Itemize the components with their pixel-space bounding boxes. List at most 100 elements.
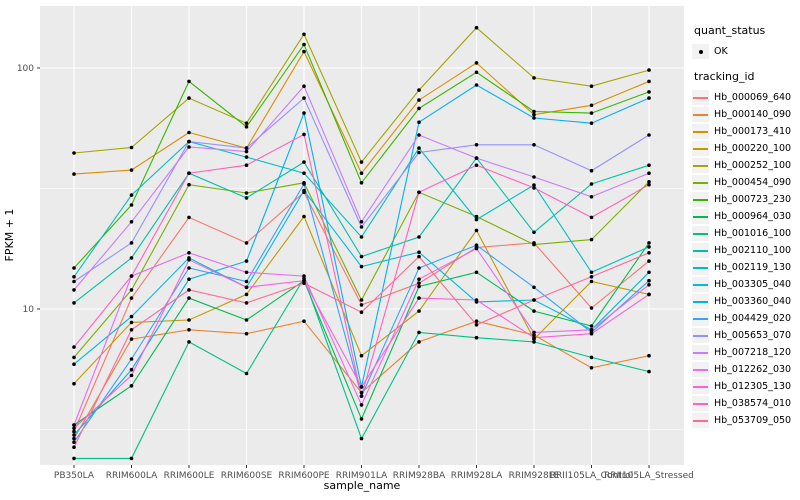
x-tick-label: RRII105LA_Stressed [604, 471, 694, 481]
point [187, 258, 191, 262]
point [359, 303, 364, 307]
point [187, 251, 191, 255]
legend-line-swatch [692, 226, 709, 241]
point [244, 146, 249, 150]
point [129, 367, 134, 372]
legend-item-Hb_000964_030: Hb_000964_030 [692, 208, 798, 225]
data-points [72, 25, 651, 461]
legend-item-label: Hb_000964_030 [714, 211, 792, 222]
point [129, 274, 134, 278]
point [417, 88, 421, 92]
point [302, 274, 306, 278]
point [129, 337, 134, 341]
legend-item-Hb_003305_040: Hb_003305_040 [692, 276, 798, 293]
legend-line-swatch [692, 413, 709, 428]
point [417, 106, 421, 111]
legend-item-Hb_012262_030: Hb_012262_030 [692, 361, 798, 378]
legend-item-label: Hb_012262_030 [714, 364, 792, 375]
point [72, 381, 76, 386]
legend-item-Hb_002110_100: Hb_002110_100 [692, 242, 798, 259]
point [417, 254, 421, 259]
point [474, 243, 479, 247]
point [532, 285, 536, 290]
point [72, 433, 76, 437]
point [244, 259, 249, 263]
point [532, 175, 536, 179]
point [244, 196, 249, 200]
point [532, 309, 536, 313]
point [647, 278, 651, 283]
point [302, 182, 306, 186]
point [647, 96, 651, 100]
legend-quant-label: OK [714, 46, 728, 57]
legend-item-Hb_000140_090: Hb_000140_090 [692, 106, 798, 123]
y-tick-label: 100 [17, 64, 34, 74]
legend-quant-item: OK [692, 43, 798, 60]
point [359, 264, 364, 269]
point [302, 96, 306, 100]
point [474, 335, 479, 340]
legend-line-swatch [692, 158, 709, 173]
point [417, 309, 421, 313]
point [129, 256, 134, 260]
axis-ticks: 100 10 PB350LA RRIM600LA RRIM600LE RRIM600SE R… [17, 64, 694, 481]
point [532, 186, 536, 190]
point [647, 241, 651, 245]
point [244, 292, 249, 297]
point [129, 373, 134, 378]
point [129, 314, 134, 319]
point [589, 237, 594, 242]
point [129, 168, 134, 172]
legend-item-label: Hb_012305_130 [714, 381, 792, 392]
legend-line-swatch [692, 396, 709, 411]
point [474, 323, 479, 327]
point [417, 281, 421, 286]
legend-item-label: Hb_000140_090 [714, 109, 792, 120]
point [302, 281, 306, 286]
point [589, 331, 594, 336]
point [129, 456, 134, 461]
point [647, 68, 651, 72]
point [359, 310, 364, 315]
point [72, 345, 76, 349]
point [474, 143, 479, 147]
legend-line-swatch [692, 124, 709, 139]
point [302, 214, 306, 219]
point [72, 266, 76, 270]
point [129, 241, 134, 245]
point [589, 168, 594, 173]
point [187, 296, 191, 300]
point [647, 79, 651, 84]
point [129, 384, 134, 388]
legend-line-swatch [692, 294, 709, 309]
point [417, 266, 421, 270]
legend-item-Hb_003360_040: Hb_003360_040 [692, 293, 798, 310]
point [417, 250, 421, 254]
point [532, 143, 536, 147]
point [187, 277, 191, 282]
point [359, 385, 364, 389]
point [532, 330, 536, 335]
legend-item-label: Hb_003360_040 [714, 296, 792, 307]
legend-item-label: Hb_003305_040 [714, 279, 792, 290]
legend-item-Hb_038574_010: Hb_038574_010 [692, 395, 798, 412]
legend-item-Hb_000252_100: Hb_000252_100 [692, 157, 798, 174]
point [129, 320, 134, 325]
point [532, 340, 536, 344]
point [532, 298, 536, 302]
point [302, 84, 306, 88]
point [474, 25, 479, 30]
point [417, 120, 421, 124]
legend-item-label: Hb_000723_230 [714, 194, 792, 205]
legend-line-swatch [692, 90, 709, 105]
point [187, 96, 191, 100]
point [244, 191, 249, 195]
point [302, 278, 306, 283]
point [244, 318, 249, 322]
point [359, 160, 364, 164]
point [187, 266, 191, 270]
legend-item-Hb_000723_230: Hb_000723_230 [692, 191, 798, 208]
point [302, 171, 306, 175]
